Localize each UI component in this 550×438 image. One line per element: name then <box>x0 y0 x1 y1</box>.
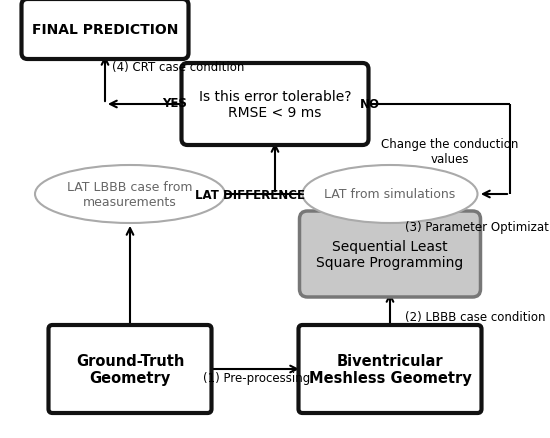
Ellipse shape <box>35 166 225 223</box>
Text: Is this error tolerable?
RMSE < 9 ms: Is this error tolerable? RMSE < 9 ms <box>199 90 351 120</box>
FancyBboxPatch shape <box>300 212 481 297</box>
Text: LAT LBBB case from
measurements: LAT LBBB case from measurements <box>67 180 192 208</box>
FancyBboxPatch shape <box>182 64 368 146</box>
Text: Ground-Truth
Geometry: Ground-Truth Geometry <box>76 353 184 385</box>
Text: (3) Parameter Optimization: (3) Parameter Optimization <box>405 221 550 234</box>
Ellipse shape <box>302 166 477 223</box>
Text: Change the conduction
values: Change the conduction values <box>381 138 519 166</box>
Text: (1) Pre-processing: (1) Pre-processing <box>204 371 311 384</box>
FancyBboxPatch shape <box>21 0 189 60</box>
Text: (2) LBBB case condition: (2) LBBB case condition <box>405 311 546 324</box>
Text: FINAL PREDICTION: FINAL PREDICTION <box>32 23 178 37</box>
Text: (4) CRT case condition: (4) CRT case condition <box>112 61 244 74</box>
Text: NO: NO <box>360 98 380 111</box>
Text: LAT from simulations: LAT from simulations <box>324 188 455 201</box>
FancyBboxPatch shape <box>48 325 212 413</box>
Text: LAT DIFFERENCE: LAT DIFFERENCE <box>195 189 305 201</box>
Text: Sequential Least
Square Programming: Sequential Least Square Programming <box>316 239 464 269</box>
Text: Biventricular
Meshless Geometry: Biventricular Meshless Geometry <box>309 353 471 385</box>
FancyBboxPatch shape <box>299 325 481 413</box>
Text: YES: YES <box>163 97 188 110</box>
